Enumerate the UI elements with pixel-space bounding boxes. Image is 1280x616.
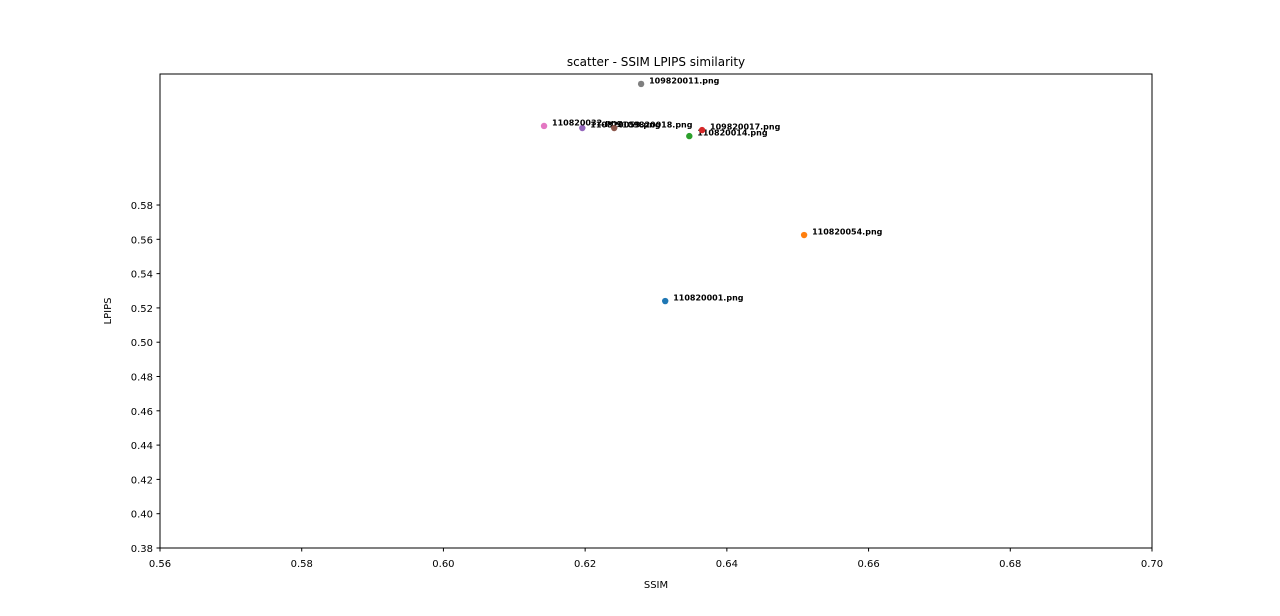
x-tick-label: 0.68 (999, 559, 1021, 570)
point (579, 124, 586, 132)
point-label: 109820018.png (622, 121, 693, 130)
point (637, 80, 645, 88)
y-tick-label: 0.46 (131, 407, 153, 418)
x-tick-label: 0.60 (432, 559, 454, 570)
x-tick-label: 0.62 (574, 559, 596, 570)
point-label: 110820001.png (673, 294, 744, 303)
plot-frame (159, 73, 1153, 549)
y-tick-label: 0.42 (131, 475, 153, 486)
point (800, 231, 808, 239)
point-label: 109820011.png (649, 76, 720, 85)
x-axis-label: SSIM (644, 580, 668, 591)
point-label: 109820017.png (710, 123, 781, 132)
x-tick-label: 0.64 (716, 559, 738, 570)
point (686, 132, 693, 140)
y-tick-label: 0.40 (131, 510, 153, 521)
y-tick-label: 0.44 (131, 441, 153, 452)
chart-title: scatter - SSIM LPIPS similarity (567, 55, 745, 69)
x-tick-label: 0.56 (149, 559, 171, 570)
point-label: 110820059.png (590, 121, 661, 130)
y-tick-label: 0.38 (131, 544, 153, 555)
y-tick-label: 0.56 (131, 235, 153, 246)
point (610, 124, 618, 132)
x-tick-label: 0.58 (291, 559, 313, 570)
y-tick-label: 0.58 (131, 201, 153, 212)
x-tick-label: 0.70 (1141, 559, 1163, 570)
point (540, 122, 548, 130)
y-tick-label: 0.52 (131, 304, 153, 315)
point (662, 297, 669, 305)
y-tick-label: 0.54 (131, 270, 153, 281)
point-label: 110820032.png (552, 118, 623, 127)
y-tick-label: 0.50 (131, 338, 153, 349)
point-label: 110820054.png (812, 228, 883, 237)
point-label: 110820014.png (697, 129, 768, 138)
y-axis-label: LPIPS (103, 298, 114, 325)
x-tick-label: 0.66 (857, 559, 879, 570)
y-tick-label: 0.48 (131, 373, 153, 384)
point (698, 126, 706, 134)
